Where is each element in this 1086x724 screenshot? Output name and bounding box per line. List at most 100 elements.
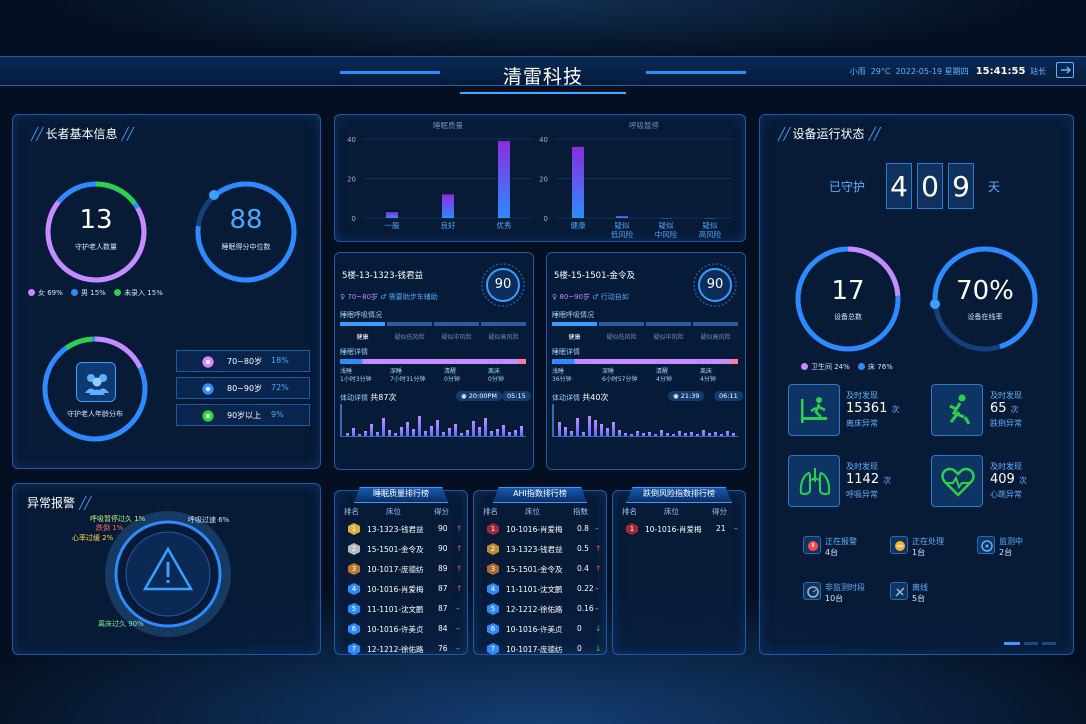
move-bar [588,416,591,436]
rank-trend: ↑ [456,584,463,593]
y-tick-label: 20 [539,176,548,184]
sleep-stage: 离床 0分钟 [488,368,504,383]
sleep-stage: 清醒 4分钟 [656,368,672,383]
bed-exit-icon [788,384,840,436]
age-distribution-label: 守护老人年龄分布 [67,410,123,418]
resident-name: 5楼-15-1501-金令及 [554,271,636,281]
rank-title: 跌倒风险指数排行榜 [626,487,732,503]
device-total: 17 [831,276,865,306]
rank-bed: 10-1016-许美贞 [367,625,424,634]
table-row[interactable]: 7 12-1212-徐佑路 76– [334,640,468,660]
status-alarming[interactable]: 正在报警 4台 [803,536,857,558]
chart-title: 睡眠质量 [433,120,463,130]
resident-age: ♀ 80~90岁 ♂ 行动自如 [552,293,629,301]
risk-label: 疑似低风险 [606,334,637,341]
device-type-legend: 卫生间 24% 床 76% [795,362,893,372]
processing-status-icon [890,536,908,554]
table-row[interactable]: 1 10-1016-肖爱梅 0.8– [473,520,607,540]
rank-badge: 7 [348,643,360,655]
move-bar [358,434,361,436]
rank-value: 0.4 [577,564,589,573]
sleep-stage-bar [340,359,526,364]
rank-badge: 4 [487,583,499,595]
risk-bar [646,322,691,326]
move-bar [382,418,385,436]
alarm-label: 呼吸暂停过久 1% [90,515,146,523]
table-row[interactable]: 1 10-1016-肖爱梅 21– [612,520,746,540]
move-bar [696,434,699,436]
rank-badge: 3 [348,563,360,575]
move-bar [502,425,505,436]
move-bar [618,430,621,436]
date-text: 2022-05-19 [895,67,943,76]
move-axis [552,436,738,437]
table-row[interactable]: 2 13-1323-钱君益 0.5 ↑ [473,540,607,560]
logout-icon[interactable] [1056,62,1074,78]
rank-badge: 1 [626,523,638,535]
table-row[interactable]: 7 10-1017-庞德纺 0 ↓ [473,640,607,660]
move-bar [636,431,639,436]
rank-trend: – [595,584,599,593]
move-bar [388,430,391,436]
pagination-indicator[interactable] [1004,642,1056,645]
table-row[interactable]: 4 11-1101-沈文鹏 0.22– [473,580,607,600]
x-tick-label: 优秀 [497,220,512,230]
table-row[interactable]: 4 10-1016-肖爱梅 87 ↑ [334,580,468,600]
status-processing[interactable]: 正在处理 1台 [890,536,944,558]
table-row[interactable]: 2 15-1501-金令及 90 ↑ [334,540,468,560]
alarm-label: 离床过久 90% [98,620,144,628]
rank-badge: 2 [348,543,360,555]
rank-badge: 7 [487,643,499,655]
status-offline[interactable]: 离线 5台 [890,582,928,604]
rank-value: 0.22 [577,584,594,593]
move-axis [340,404,342,436]
table-row[interactable]: 5 12-1212-徐佑路 0.16– [473,600,607,620]
table-row[interactable]: 3 15-1501-金令及 0.4 ↑ [473,560,607,580]
chart-title: 呼吸暂停 [629,120,659,130]
status-non-monitoring[interactable]: 非监测时段 10台 [803,582,865,604]
table-row[interactable]: 3 10-1017-庞德纺 89 ↑ [334,560,468,580]
bar [704,218,716,219]
move-bar [600,424,603,436]
move-bar [490,431,493,436]
page-title: 清雷科技 [502,66,583,88]
move-bar [442,432,445,436]
move-bar [726,431,729,436]
move-bar [412,429,415,436]
move-bar [672,434,675,436]
rank-bed: 10-1016-肖爱梅 [367,585,424,594]
rank-value: 0.5 [577,544,589,553]
bar [660,218,672,219]
move-bar [364,431,367,436]
rank-trend: – [456,604,460,613]
user-name[interactable]: 站长 [1030,67,1046,76]
table-row[interactable]: 6 10-1016-许美贞 0 ↓ [473,620,607,640]
table-row[interactable]: 5 11-1101-沈文鹏 87– [334,600,468,620]
table-row[interactable]: 6 10-1016-许美贞 84– [334,620,468,640]
rank-trend: – [734,524,738,533]
risk-label: 疑似高风险 [700,334,731,341]
rank-trend: ↑ [456,564,463,573]
status-monitoring[interactable]: 监测中 2台 [977,536,1023,558]
rank-trend: – [456,624,460,633]
risk-bar [693,322,738,326]
section-label: 体动详情 共87次 [340,393,397,402]
gender-legend: 女 69% 男 15% 未录入 15% [22,288,163,298]
panel-title: ╱╱ 设备运行状态 ╱╱ [778,127,881,141]
rank-header: 得分 [434,507,449,516]
x-tick-label: 疑似中风险 [655,220,678,239]
rank-header: 得分 [712,507,727,516]
detect-stat: 及时发现 1142 次呼吸异常 [846,462,892,499]
rank-header: 床位 [525,507,540,516]
rank-header: 床位 [386,507,401,516]
alarm-label: 跌倒 1% [96,524,124,532]
rank-badge: 2 [487,543,499,555]
move-time-end: 05:15 [502,391,531,401]
section-label: 睡眠详情 [340,348,368,356]
table-row[interactable]: 1 13-1323-钱君益 90 ↑ [334,520,468,540]
rank-bed: 10-1017-庞德纺 [367,565,424,574]
rank-bed: 15-1501-金令及 [367,545,424,554]
x-tick-label: 健康 [571,220,586,230]
risk-label: 健康 [568,334,581,341]
move-bar [630,434,633,436]
